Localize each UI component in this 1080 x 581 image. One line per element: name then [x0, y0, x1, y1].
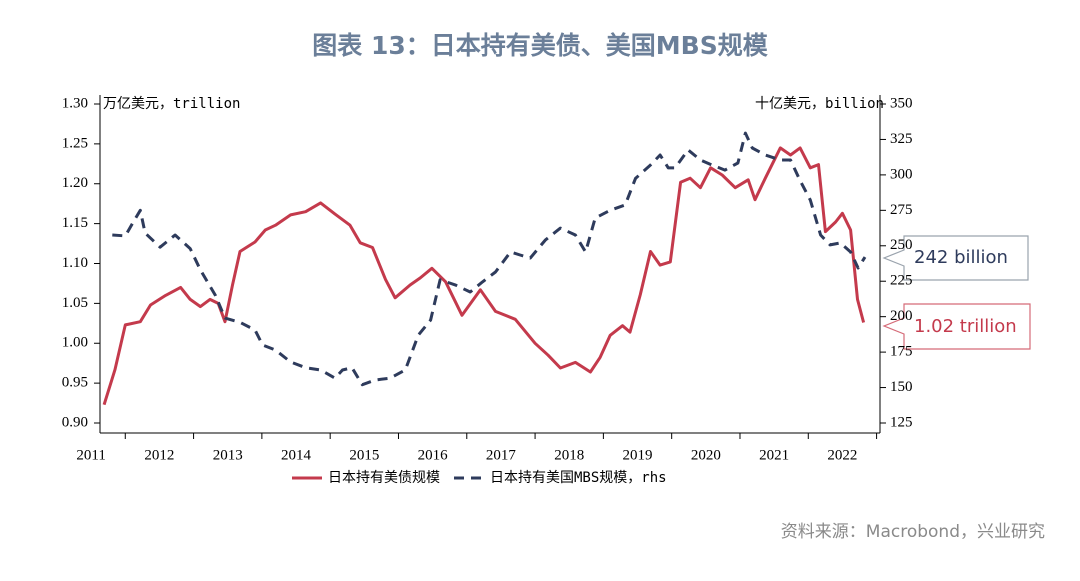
y2-tick-label: 225	[890, 273, 913, 289]
x-tick-label: 2015	[349, 447, 379, 463]
y2-tick-label: 350	[890, 95, 913, 111]
x-tick-label: 2019	[623, 447, 653, 463]
x-tick-label: 2013	[213, 447, 243, 463]
legend-label: 日本持有美债规模	[328, 470, 440, 486]
y2-tick-label: 175	[890, 344, 913, 360]
y-tick-label: 1.10	[62, 255, 88, 271]
x-tick-label: 2022	[827, 447, 857, 463]
x-tick-label: 2011	[76, 447, 105, 463]
callout-jgb: 1.02 trillion	[882, 303, 1031, 350]
y-tick-label: 0.90	[62, 414, 88, 430]
annotation: 242 billion	[914, 247, 1008, 268]
x-tick-label: 2020	[691, 447, 721, 463]
y2-tick-label: 200	[890, 308, 913, 324]
chart-title: 图表 13：日本持有美债、美国MBS规模	[312, 31, 768, 60]
legend-label: 日本持有美国MBS规模，rhs	[490, 470, 667, 486]
y2-tick-label: 300	[890, 166, 913, 182]
source: 资料来源：Macrobond，兴业研究	[781, 522, 1045, 542]
y-tick-label: 1.05	[62, 295, 88, 311]
x-tick-label: 2021	[759, 447, 789, 463]
y2-tick-label: 325	[890, 131, 913, 147]
y-axis-label: 万亿美元，trillion	[103, 96, 240, 112]
x-tick-label: 2016	[418, 447, 449, 463]
annotation: 1.02 trillion	[914, 316, 1017, 337]
callout-box	[882, 303, 1031, 350]
x-tick-label: 2017	[486, 447, 517, 463]
y2-axis-label: 十亿美元，billion	[755, 96, 884, 112]
y-tick-label: 1.00	[62, 335, 88, 351]
callout-mbs: 242 billion	[882, 235, 1029, 281]
x-tick-label: 2018	[554, 447, 584, 463]
y-tick-label: 1.15	[62, 215, 88, 231]
y-tick-label: 1.30	[62, 95, 88, 111]
y-tick-label: 1.25	[62, 135, 88, 151]
y2-tick-label: 150	[890, 379, 913, 395]
x-tick-label: 2014	[281, 447, 312, 463]
y2-tick-label: 275	[890, 202, 913, 218]
x-tick-label: 2012	[144, 447, 174, 463]
y2-tick-label: 125	[890, 414, 913, 430]
y2-tick-label: 250	[890, 237, 913, 253]
series-line	[112, 131, 867, 387]
callout-box	[882, 235, 1029, 281]
y-tick-label: 1.20	[62, 175, 88, 191]
y-tick-label: 0.95	[62, 375, 88, 391]
series-line	[102, 146, 866, 406]
